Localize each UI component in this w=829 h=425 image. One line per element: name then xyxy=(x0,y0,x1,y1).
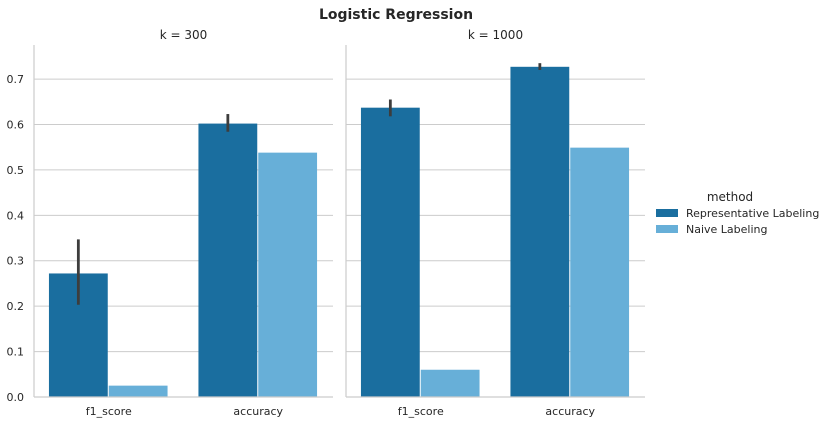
y-tick-label: 0.0 xyxy=(7,391,25,404)
bar xyxy=(510,66,570,397)
legend-label: Naive Labeling xyxy=(686,223,768,236)
legend-label: Representative Labeling xyxy=(686,207,819,220)
legend-swatch xyxy=(656,225,678,233)
panel-title: k = 300 xyxy=(160,28,208,42)
bar xyxy=(258,152,318,397)
y-tick-label: 0.4 xyxy=(7,209,25,222)
y-tick-label: 0.1 xyxy=(7,346,25,359)
bar xyxy=(420,369,480,397)
bar xyxy=(108,385,168,397)
x-tick-label: f1_score xyxy=(398,405,444,418)
bar xyxy=(570,147,630,397)
x-tick-label: accuracy xyxy=(545,405,595,418)
x-tick-label: accuracy xyxy=(233,405,283,418)
y-tick-label: 0.3 xyxy=(7,255,25,268)
panel-1: k = 300 0.0 0.1 0.2 0.3 0.4 0.5 0.6 0.7 f1_score a… xyxy=(7,28,333,418)
x-tick-label: f1_score xyxy=(86,405,132,418)
chart-title: Logistic Regression xyxy=(319,7,473,23)
y-tick-label: 0.5 xyxy=(7,164,25,177)
legend-title: method xyxy=(707,190,753,204)
legend-swatch xyxy=(656,209,678,217)
bar xyxy=(198,123,258,397)
y-tick-label: 0.2 xyxy=(7,300,25,313)
legend: method Representative Labeling Naive Label… xyxy=(656,190,819,236)
bar xyxy=(360,107,420,397)
y-tick-label: 0.6 xyxy=(7,118,25,131)
panel-2: k = 1000 f1_score accuracy xyxy=(345,28,645,418)
panel-title: k = 1000 xyxy=(468,28,523,42)
y-tick-label: 0.7 xyxy=(7,73,25,86)
panels: k = 300 0.0 0.1 0.2 0.3 0.4 0.5 0.6 0.7 f1_score a… xyxy=(7,28,645,418)
